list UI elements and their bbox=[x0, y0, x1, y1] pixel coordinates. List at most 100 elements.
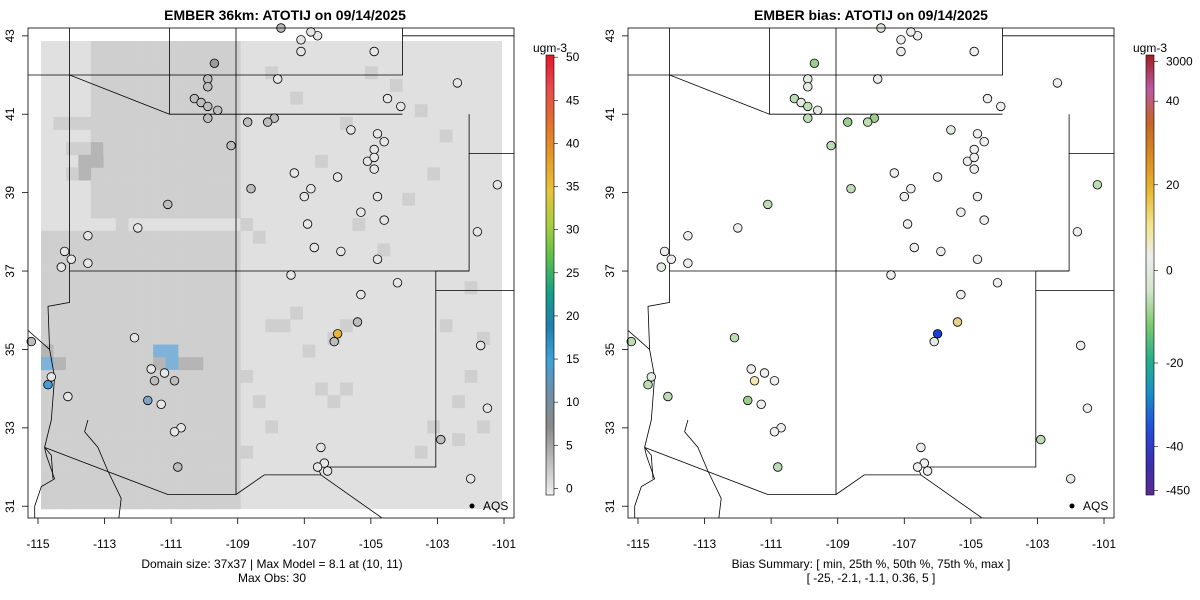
aqs-site[interactable] bbox=[746, 364, 756, 374]
aqs-site[interactable] bbox=[886, 270, 896, 280]
aqs-site[interactable] bbox=[356, 207, 366, 217]
aqs-site[interactable] bbox=[369, 164, 379, 174]
aqs-site[interactable] bbox=[982, 93, 993, 104]
aqs-site[interactable] bbox=[803, 74, 813, 84]
aqs-site[interactable] bbox=[173, 462, 183, 472]
aqs-site[interactable] bbox=[733, 223, 743, 233]
aqs-site[interactable] bbox=[66, 254, 77, 264]
aqs-site[interactable] bbox=[156, 399, 166, 410]
aqs-site[interactable] bbox=[846, 183, 856, 194]
aqs-site[interactable] bbox=[1065, 474, 1076, 484]
aqs-site[interactable] bbox=[643, 380, 653, 390]
aqs-site[interactable] bbox=[209, 58, 220, 69]
aqs-site[interactable] bbox=[899, 191, 910, 202]
aqs-site[interactable] bbox=[936, 246, 946, 257]
aqs-site[interactable] bbox=[396, 101, 406, 112]
aqs-site[interactable] bbox=[916, 442, 926, 453]
aqs-site[interactable] bbox=[906, 183, 916, 194]
aqs-site[interactable] bbox=[212, 105, 223, 116]
aqs-site[interactable] bbox=[482, 403, 493, 413]
aqs-site[interactable] bbox=[769, 427, 780, 437]
aqs-site[interactable] bbox=[663, 391, 673, 402]
aqs-site[interactable] bbox=[263, 117, 273, 127]
aqs-site[interactable] bbox=[169, 376, 180, 386]
aqs-site[interactable] bbox=[972, 129, 983, 139]
aqs-site[interactable] bbox=[1092, 180, 1103, 190]
aqs-site[interactable] bbox=[1075, 340, 1086, 351]
aqs-site[interactable] bbox=[969, 46, 979, 57]
aqs-site[interactable] bbox=[369, 144, 379, 155]
aqs-site[interactable] bbox=[286, 270, 296, 280]
aqs-site[interactable] bbox=[902, 219, 913, 229]
aqs-site[interactable] bbox=[843, 117, 853, 127]
aqs-site[interactable] bbox=[666, 254, 677, 264]
aqs-site[interactable] bbox=[332, 329, 343, 339]
aqs-site[interactable] bbox=[683, 231, 693, 241]
aqs-site[interactable] bbox=[306, 183, 316, 194]
aqs-site[interactable] bbox=[159, 368, 170, 378]
aqs-site[interactable] bbox=[59, 246, 70, 257]
aqs-site[interactable] bbox=[769, 376, 780, 386]
aqs-site[interactable] bbox=[452, 78, 463, 88]
aqs-site[interactable] bbox=[203, 82, 213, 92]
aqs-site[interactable] bbox=[972, 254, 983, 264]
aqs-site[interactable] bbox=[803, 82, 813, 92]
aqs-site[interactable] bbox=[306, 27, 316, 37]
aqs-site[interactable] bbox=[242, 117, 253, 127]
aqs-site[interactable] bbox=[759, 368, 770, 378]
aqs-site[interactable] bbox=[626, 336, 637, 347]
aqs-site[interactable] bbox=[466, 474, 476, 484]
aqs-site[interactable] bbox=[26, 336, 37, 347]
aqs-site[interactable] bbox=[56, 262, 67, 272]
aqs-site[interactable] bbox=[932, 172, 943, 182]
aqs-site[interactable] bbox=[979, 136, 989, 147]
aqs-site[interactable] bbox=[946, 125, 956, 135]
aqs-site[interactable] bbox=[83, 231, 93, 241]
aqs-site[interactable] bbox=[729, 333, 740, 343]
aqs-site[interactable] bbox=[163, 199, 173, 210]
aqs-site[interactable] bbox=[312, 462, 323, 472]
aqs-site[interactable] bbox=[873, 74, 883, 84]
aqs-site[interactable] bbox=[273, 74, 283, 84]
aqs-site[interactable] bbox=[346, 125, 356, 135]
aqs-site[interactable] bbox=[889, 168, 900, 178]
aqs-site[interactable] bbox=[203, 101, 213, 112]
aqs-site[interactable] bbox=[863, 117, 873, 127]
aqs-site[interactable] bbox=[356, 289, 366, 300]
aqs-site[interactable] bbox=[203, 113, 213, 123]
aqs-site[interactable] bbox=[379, 215, 389, 225]
aqs-site[interactable] bbox=[316, 442, 326, 453]
aqs-site[interactable] bbox=[169, 427, 180, 437]
aqs-site[interactable] bbox=[896, 46, 906, 57]
aqs-site[interactable] bbox=[226, 140, 236, 151]
aqs-site[interactable] bbox=[659, 246, 670, 257]
aqs-site[interactable] bbox=[146, 364, 156, 374]
aqs-site[interactable] bbox=[683, 258, 693, 268]
aqs-site[interactable] bbox=[63, 391, 73, 402]
aqs-site[interactable] bbox=[379, 136, 389, 147]
aqs-site[interactable] bbox=[656, 262, 667, 272]
aqs-site[interactable] bbox=[149, 376, 160, 386]
aqs-site[interactable] bbox=[352, 317, 363, 327]
aqs-site[interactable] bbox=[896, 35, 906, 45]
aqs-site[interactable] bbox=[43, 380, 53, 390]
aqs-site[interactable] bbox=[749, 376, 760, 386]
aqs-site[interactable] bbox=[906, 27, 916, 37]
aqs-site[interactable] bbox=[969, 152, 979, 163]
aqs-site[interactable] bbox=[46, 372, 57, 382]
aqs-site[interactable] bbox=[763, 199, 773, 210]
aqs-site[interactable] bbox=[143, 395, 153, 406]
aqs-site[interactable] bbox=[203, 74, 213, 84]
aqs-site[interactable] bbox=[369, 46, 379, 57]
aqs-site[interactable] bbox=[756, 399, 766, 410]
aqs-site[interactable] bbox=[382, 93, 393, 104]
aqs-site[interactable] bbox=[329, 336, 339, 347]
aqs-site[interactable] bbox=[1036, 434, 1046, 445]
aqs-site[interactable] bbox=[299, 191, 310, 202]
aqs-site[interactable] bbox=[1072, 227, 1083, 237]
aqs-site[interactable] bbox=[929, 336, 939, 347]
aqs-site[interactable] bbox=[952, 317, 963, 327]
aqs-site[interactable] bbox=[972, 191, 983, 202]
aqs-site[interactable] bbox=[956, 289, 966, 300]
aqs-site[interactable] bbox=[309, 242, 320, 253]
